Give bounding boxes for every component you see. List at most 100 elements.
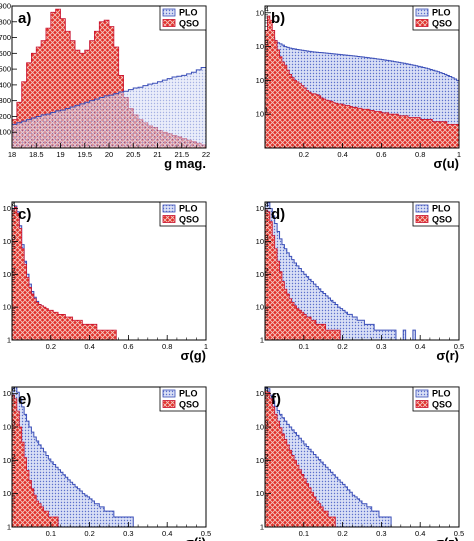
- y-tick-exponent: 4: [265, 200, 269, 209]
- y-tick-label: 10: [256, 76, 264, 85]
- panel-label: d): [271, 206, 285, 223]
- y-tick-exponent: 3: [265, 233, 269, 242]
- plo-histogram: [264, 202, 459, 341]
- y-tick-label: 10: [3, 456, 11, 465]
- y-tick-label: 100: [0, 128, 11, 137]
- y-tick-exponent: 3: [12, 419, 16, 428]
- x-tick-label: 0.2: [84, 529, 94, 538]
- panel-label: b): [271, 10, 285, 27]
- legend-label-plo: PLO: [179, 204, 198, 214]
- y-tick-exponent: 2: [265, 266, 269, 275]
- legend-swatch-qso: [415, 215, 429, 223]
- x-tick-label: 0.4: [162, 529, 172, 538]
- y-tick-exponent: 4: [265, 4, 269, 13]
- x-tick-label: 20.5: [126, 150, 141, 159]
- y-tick-label: 800: [0, 17, 11, 26]
- x-tick-label: 0.5: [201, 529, 211, 538]
- y-tick-label: 10: [3, 389, 11, 398]
- plo-histogram: [11, 67, 207, 149]
- y-tick-exponent: 3: [265, 38, 269, 47]
- x-tick-label: 0.5: [454, 529, 464, 538]
- legend-label-plo: PLO: [179, 8, 198, 18]
- x-tick-label: 0.2: [46, 342, 56, 351]
- x-tick-label: 0.1: [46, 529, 56, 538]
- y-tick-label: 10: [3, 270, 11, 279]
- legend-label-qso: QSO: [179, 400, 199, 410]
- legend-label-plo: PLO: [179, 389, 198, 399]
- y-tick-exponent: 2: [12, 266, 16, 275]
- y-tick-label: 10: [256, 8, 264, 17]
- x-tick-label: 0.6: [376, 150, 386, 159]
- qso-histogram: [264, 15, 460, 149]
- x-tick-label: 0.3: [376, 529, 386, 538]
- x-tick-label: 0.4: [337, 150, 347, 159]
- x-axis-label: σ(g): [181, 348, 207, 363]
- y-tick-label: 600: [0, 49, 11, 58]
- legend-swatch-qso: [162, 215, 176, 223]
- x-tick-label: 0.1: [299, 529, 309, 538]
- legend-swatch-qso: [162, 19, 176, 27]
- legend-swatch-plo: [415, 389, 429, 398]
- x-tick-label: 0.2: [299, 150, 309, 159]
- x-tick-label: 0.8: [162, 342, 172, 351]
- y-tick-label: 10: [256, 110, 264, 119]
- legend-swatch-plo: [415, 8, 429, 17]
- y-tick-label: 300: [0, 96, 11, 105]
- panel-label: c): [18, 206, 31, 223]
- y-tick-exponent: 4: [12, 385, 16, 394]
- x-tick-label: 0.3: [376, 342, 386, 351]
- x-axis-label: σ(u): [434, 156, 460, 171]
- y-tick-label: 10: [3, 303, 11, 312]
- y-tick-exponent: 1: [265, 106, 269, 115]
- x-tick-label: 0.2: [337, 342, 347, 351]
- y-tick-label: 10: [256, 270, 264, 279]
- x-tick-label: 18: [8, 150, 16, 159]
- x-tick-label: 0.4: [415, 342, 425, 351]
- legend-label-plo: PLO: [432, 389, 451, 399]
- x-tick-label: 0.4: [84, 342, 94, 351]
- legend-swatch-qso: [415, 19, 429, 27]
- y-tick-label: 10: [3, 237, 11, 246]
- panel-label: f): [271, 391, 281, 408]
- legend-label-qso: QSO: [179, 19, 199, 29]
- y-tick-label: 10: [256, 237, 264, 246]
- y-tick-label: 10: [3, 423, 11, 432]
- y-tick-label: 500: [0, 65, 11, 74]
- y-tick-label: 1: [260, 523, 264, 532]
- legend-label-qso: QSO: [432, 400, 452, 410]
- x-tick-label: 20: [105, 150, 113, 159]
- y-tick-exponent: 3: [265, 419, 269, 428]
- x-axis-label: σ(i): [185, 535, 206, 541]
- x-tick-label: 0.6: [123, 342, 133, 351]
- y-tick-label: 10: [256, 489, 264, 498]
- x-tick-label: 0.2: [337, 529, 347, 538]
- y-tick-label: 1: [7, 336, 11, 345]
- legend-swatch-plo: [415, 204, 429, 213]
- x-tick-label: 0.1: [299, 342, 309, 351]
- x-tick-label: 1: [204, 342, 208, 351]
- legend-label-plo: PLO: [432, 204, 451, 214]
- legend-label-qso: QSO: [432, 19, 452, 29]
- legend-label-qso: QSO: [179, 215, 199, 225]
- y-tick-label: 200: [0, 112, 11, 121]
- legend-swatch-qso: [162, 400, 176, 408]
- y-tick-label: 1: [260, 336, 264, 345]
- legend-label-qso: QSO: [432, 215, 452, 225]
- y-tick-label: 10: [3, 204, 11, 213]
- x-tick-label: 0.8: [415, 150, 425, 159]
- legend-swatch-plo: [162, 204, 176, 213]
- x-axis-label: σ(r): [436, 348, 459, 363]
- panel-label: a): [18, 10, 31, 27]
- y-tick-label: 10: [256, 303, 264, 312]
- y-tick-label: 400: [0, 80, 11, 89]
- x-tick-label: 19.5: [77, 150, 92, 159]
- x-tick-label: 1: [457, 150, 461, 159]
- x-axis-label: σ(z): [435, 535, 459, 541]
- legend-swatch-qso: [415, 400, 429, 408]
- legend-label-plo: PLO: [432, 8, 451, 18]
- y-tick-label: 10: [256, 42, 264, 51]
